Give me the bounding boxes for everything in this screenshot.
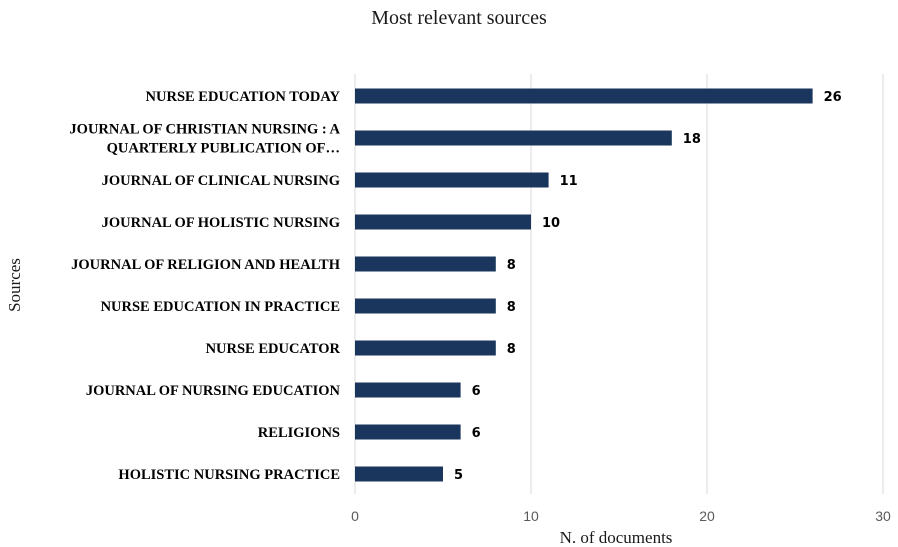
category-label: JOURNAL OF HOLISTIC NURSING [102, 215, 340, 231]
data-label: 11 [560, 174, 578, 189]
data-labels: 26 18 11 10 8 8 8 6 6 5 [454, 90, 842, 483]
x-axis-label: N. of documents [560, 528, 673, 547]
x-tick-label: 10 [523, 508, 539, 524]
bars [355, 88, 813, 482]
data-label: 6 [472, 426, 481, 441]
bar [355, 424, 461, 440]
bar [355, 466, 443, 482]
x-tick-label: 0 [351, 508, 359, 524]
y-axis-label: Sources [5, 258, 24, 312]
data-label: 18 [683, 132, 701, 147]
category-label: RELIGIONS [258, 425, 340, 441]
data-label: 10 [542, 216, 560, 231]
category-label: NURSE EDUCATION TODAY [146, 89, 341, 105]
data-label: 8 [507, 300, 516, 315]
bar [355, 340, 496, 356]
category-label: JOURNAL OF CHRISTIAN NURSING : A QUARTERL… [69, 122, 340, 157]
data-label: 5 [454, 468, 463, 483]
category-label: JOURNAL OF NURSING EDUCATION [86, 383, 341, 399]
x-tick-labels: 0 10 20 30 [351, 508, 891, 524]
bar [355, 214, 531, 230]
x-tick-label: 30 [875, 508, 891, 524]
category-label: HOLISTIC NURSING PRACTICE [118, 467, 340, 483]
x-tick-label: 20 [699, 508, 715, 524]
data-label: 6 [472, 384, 481, 399]
category-label: NURSE EDUCATION IN PRACTICE [101, 299, 340, 315]
data-label: 26 [824, 90, 842, 105]
bar [355, 88, 813, 104]
bar [355, 130, 672, 146]
bar [355, 172, 549, 188]
category-label: NURSE EDUCATOR [206, 341, 341, 357]
category-labels: NURSE EDUCATION TODAY JOURNAL OF CHRISTIA… [69, 89, 340, 483]
data-label: 8 [507, 342, 516, 357]
category-label: JOURNAL OF RELIGION AND HEALTH [71, 257, 341, 273]
chart-title: Most relevant sources [371, 7, 547, 29]
bar [355, 298, 496, 314]
data-label: 8 [507, 258, 516, 273]
bar [355, 256, 496, 272]
bar [355, 382, 461, 398]
category-label: JOURNAL OF CLINICAL NURSING [102, 173, 340, 189]
